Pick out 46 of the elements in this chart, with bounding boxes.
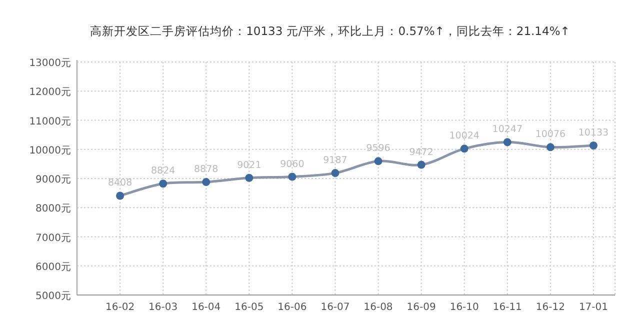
data-label: 9187 — [323, 155, 348, 166]
y-tick-label: 12000元 — [29, 87, 71, 98]
point — [460, 144, 468, 153]
x-tick-label: 16-04 — [192, 302, 221, 313]
y-tick-label: 8000元 — [36, 204, 71, 215]
y-tick-label: 5000元 — [36, 291, 71, 302]
x-tick-label: 16-02 — [106, 302, 135, 313]
point — [374, 157, 382, 166]
chart-title: 高新开发区二手房评估均价：10133 元/平米，环比上月：0.57%↑，同比去年：21.14%↑ — [90, 24, 570, 38]
x-tick-label: 16-06 — [278, 302, 307, 313]
y-tick-label: 7000元 — [36, 232, 71, 244]
x-tick-label: 16-08 — [364, 302, 393, 313]
point — [331, 169, 340, 178]
x-tick-label: 16-05 — [234, 302, 264, 313]
y-tick-label: 11000元 — [29, 116, 71, 128]
point — [589, 142, 598, 150]
data-label: 9021 — [237, 160, 262, 171]
data-label: 9472 — [409, 146, 434, 158]
point — [159, 180, 168, 188]
point — [116, 192, 124, 200]
data-label: 10076 — [535, 129, 566, 140]
data-label: 9060 — [280, 158, 304, 170]
x-tick-label: 16-07 — [320, 302, 350, 313]
point — [546, 143, 554, 152]
data-label: 9596 — [366, 143, 390, 154]
point — [202, 178, 210, 186]
point — [245, 174, 254, 182]
point — [417, 160, 426, 169]
data-label: 8878 — [194, 164, 218, 176]
data-label: 8408 — [108, 178, 132, 189]
point — [503, 138, 512, 146]
y-tick-label: 6000元 — [36, 262, 71, 273]
y-tick-label: 9000元 — [36, 174, 71, 186]
data-label: 8824 — [150, 166, 176, 177]
y-tick-label: 10000元 — [29, 145, 71, 156]
data-label: 10133 — [578, 128, 609, 138]
x-tick-label: 16-10 — [450, 302, 479, 313]
data-label: 10024 — [449, 130, 480, 142]
x-tick-label: 17-01 — [578, 302, 608, 313]
x-tick-label: 16-11 — [492, 302, 522, 313]
y-tick-label: 13000元 — [29, 58, 71, 69]
x-tick-label: 16-03 — [148, 302, 178, 313]
point — [288, 172, 296, 181]
x-tick-label: 16-12 — [536, 302, 565, 313]
data-label: 10247 — [492, 124, 523, 136]
x-tick-label: 16-09 — [406, 302, 436, 313]
